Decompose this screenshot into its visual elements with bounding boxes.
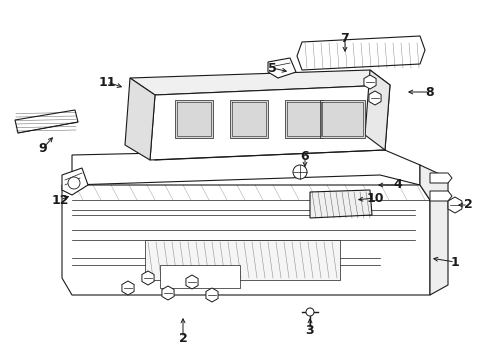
Polygon shape xyxy=(62,168,88,195)
Circle shape xyxy=(305,308,313,316)
Polygon shape xyxy=(150,85,389,160)
Polygon shape xyxy=(429,191,451,201)
Text: 2: 2 xyxy=(178,332,187,345)
Text: 4: 4 xyxy=(393,178,402,191)
Polygon shape xyxy=(125,78,155,160)
Polygon shape xyxy=(363,75,375,89)
Polygon shape xyxy=(447,197,461,213)
Text: 9: 9 xyxy=(39,141,47,155)
Polygon shape xyxy=(296,36,424,70)
Text: 8: 8 xyxy=(425,85,433,99)
Polygon shape xyxy=(142,271,154,285)
Polygon shape xyxy=(72,148,419,185)
Circle shape xyxy=(68,177,80,189)
Polygon shape xyxy=(62,185,429,295)
Text: 5: 5 xyxy=(267,61,276,75)
Polygon shape xyxy=(309,190,371,218)
Polygon shape xyxy=(162,286,174,300)
Polygon shape xyxy=(268,58,295,78)
Polygon shape xyxy=(175,100,212,138)
Polygon shape xyxy=(206,288,218,302)
Polygon shape xyxy=(364,70,389,150)
Text: 3: 3 xyxy=(305,323,314,337)
Polygon shape xyxy=(419,165,447,295)
Polygon shape xyxy=(429,173,451,183)
Polygon shape xyxy=(15,110,78,133)
Text: 7: 7 xyxy=(340,31,348,45)
Polygon shape xyxy=(368,91,380,105)
Polygon shape xyxy=(121,281,134,295)
Polygon shape xyxy=(145,240,339,280)
Text: 1: 1 xyxy=(450,256,458,268)
Text: 12: 12 xyxy=(51,193,69,206)
Polygon shape xyxy=(185,275,197,289)
Circle shape xyxy=(292,165,306,179)
Polygon shape xyxy=(130,70,389,95)
Text: 10: 10 xyxy=(365,191,383,205)
Polygon shape xyxy=(319,100,364,138)
Polygon shape xyxy=(285,100,322,138)
Text: 2: 2 xyxy=(463,198,471,211)
Polygon shape xyxy=(229,100,268,138)
Polygon shape xyxy=(160,265,240,288)
Text: 11: 11 xyxy=(98,75,116,89)
Text: 6: 6 xyxy=(300,151,309,164)
